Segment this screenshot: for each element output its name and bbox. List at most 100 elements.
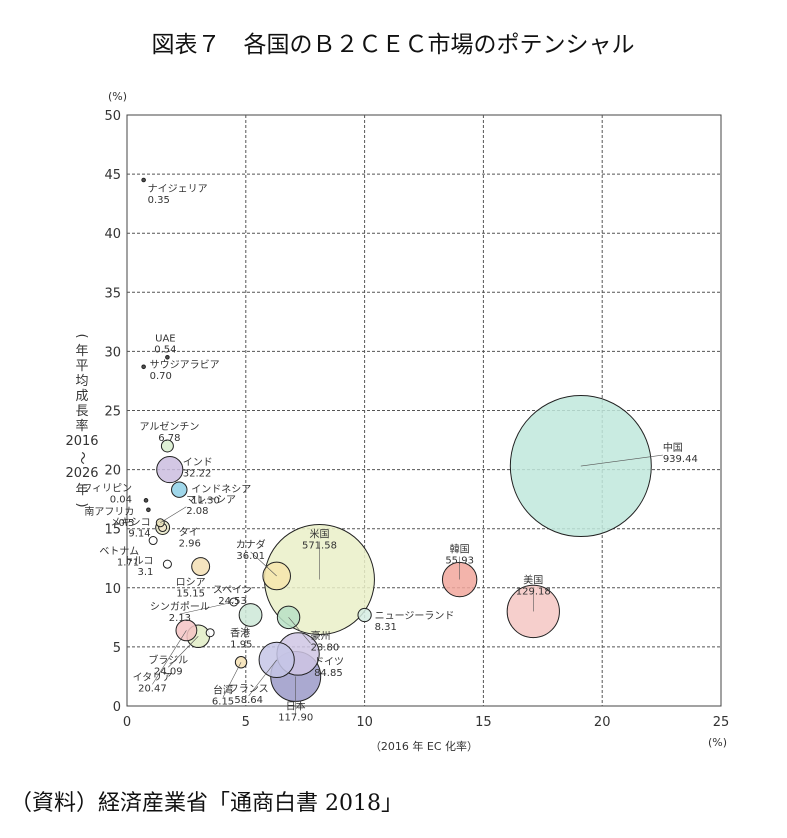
x-tick-label-25: 25 <box>713 715 730 730</box>
bubble-24 <box>162 559 172 569</box>
leader-line-29 <box>222 662 242 698</box>
x-axis-label: （2016 年 EC 化率） <box>370 739 478 753</box>
bubble-26 <box>146 507 151 513</box>
bubble-label-value-12: 20.47 <box>138 683 167 694</box>
y-axis-label-char-2: 平 <box>75 359 88 374</box>
bubble-23 <box>148 536 158 546</box>
bubble-label-name-14: インドネシア <box>191 484 251 496</box>
x-tick-label-15: 15 <box>475 715 492 730</box>
y-tick-labels: 0 5 10 15 20 25 30 35 40 45 50 <box>104 109 121 715</box>
bubble-label-value-6: 55.93 <box>445 556 474 567</box>
leader-lines <box>152 454 663 714</box>
x-tick-label-10: 10 <box>356 715 373 730</box>
bubble-label-value-2: 129.18 <box>516 586 551 597</box>
leader-line-27 <box>179 601 234 615</box>
bubble-label-value-19: 0.35 <box>148 195 170 206</box>
bubble-16 <box>357 607 372 623</box>
bubble-label-value-8: 32.22 <box>183 469 212 480</box>
bubble-label-value-28: 1.95 <box>230 640 252 651</box>
figure-title: 図表７ 各国のＢ２ＣＥＣ市場のポテンシャル <box>152 32 635 58</box>
y-axis-label-char-11: ) <box>74 502 89 507</box>
y-axis-label-char-6: 率 <box>75 418 88 434</box>
bubble-label-value-1: 571.58 <box>302 541 337 552</box>
x-tick-label-20: 20 <box>594 715 611 730</box>
bubble-label-value-11: 23.80 <box>311 642 340 653</box>
bubble-label-value-15: 9.14 <box>128 529 150 540</box>
bubble-label-name-20: アルゼンチン <box>139 421 199 433</box>
bubble-label-value-5: 58.64 <box>234 695 263 706</box>
bubble-label-name-7: カナダ <box>236 538 266 551</box>
y-axis-label-char-10: 年 <box>75 483 88 498</box>
y-tick-label-0: 0 <box>113 700 121 715</box>
bubble-label-name-2: 美国 <box>523 573 543 586</box>
bubble-label-name-10: ブラジル <box>148 653 188 666</box>
leader-line-12 <box>152 630 187 685</box>
y-tick-label-30: 30 <box>104 345 121 360</box>
bubble-label-name-3: 日本 <box>286 699 306 712</box>
x-unit-label: (%) <box>708 736 727 749</box>
y-tick-label-25: 25 <box>104 405 121 420</box>
y-axis-label-char-1: 年 <box>75 344 88 359</box>
bubble-label-value-14: 11.30 <box>191 496 220 507</box>
bubble-label-value-16: 8.31 <box>375 622 397 633</box>
bubble-label-name-9: スペイン <box>213 585 252 596</box>
y-axis-label-char-3: 均 <box>75 374 88 389</box>
bubble-14 <box>171 481 188 498</box>
bubble-label-name-8: インド <box>183 458 213 469</box>
bubble-label-name-16: ニュージーランド <box>375 610 455 622</box>
bubble-label-name-13: ロシア <box>176 578 206 589</box>
bubble-label-name-11: 豪州 <box>311 629 331 642</box>
y-axis-label-char-4: 成 <box>75 389 88 404</box>
y-axis-label-char-9: 2026 <box>65 466 98 481</box>
source-note: （資料）経済産業省「通商白書 2018」 <box>10 791 403 816</box>
bubble-label-value-9: 24.53 <box>218 596 247 607</box>
bubble-28 <box>205 628 215 638</box>
leader-line-21 <box>160 506 187 524</box>
leader-line-10 <box>168 636 199 668</box>
bubble-label-name-21: マレーシア <box>186 495 236 506</box>
bubble-13 <box>191 557 211 576</box>
bubble-label-value-23: 1.71 <box>117 558 139 569</box>
bubble-8 <box>156 456 184 484</box>
y-axis-label-char-5: 長 <box>75 404 88 419</box>
y-axis-label-char-7: 2016 <box>65 434 98 449</box>
leader-line-11 <box>288 617 311 644</box>
bubble-25 <box>143 498 149 503</box>
leader-line-7 <box>250 551 277 577</box>
y-tick-label-40: 40 <box>104 227 121 242</box>
bubble-20 <box>160 439 174 453</box>
bubble-label-name-18: サウジアラビア <box>150 359 220 371</box>
bubble-label-value-10: 24.09 <box>154 666 183 677</box>
y-axis-label-char-0: ( <box>74 333 89 338</box>
x-tick-labels: 0 5 10 15 20 25 <box>123 715 729 730</box>
bubble-label-name-28: 香港 <box>230 628 250 640</box>
bubble-label-value-27: 2.13 <box>169 613 191 624</box>
y-axis-label-char-8: 〜 <box>74 451 89 464</box>
bubble-label-name-24: トルコ <box>124 556 154 567</box>
bubble-label-value-4: 84.85 <box>314 668 343 679</box>
y-tick-label-15: 15 <box>104 523 121 538</box>
bubble-label-name-29: 台湾 <box>213 683 233 696</box>
bubble-label-name-5: フランス <box>229 683 269 695</box>
leader-line-5 <box>248 659 277 697</box>
bubble-label-name-22: タイ <box>179 527 199 539</box>
y-tick-label-50: 50 <box>104 109 121 124</box>
bubble-label-value-29: 6.15 <box>212 696 234 707</box>
bubble-label-name-17: UAE <box>155 333 175 344</box>
bubble-label-value-26: 0.5 <box>118 518 134 529</box>
bubble-label-value-22: 2.96 <box>179 539 201 550</box>
bubble-label-value-17: 0.54 <box>154 344 176 355</box>
bubble-19 <box>141 177 146 183</box>
bubble-label-value-24: 3.1 <box>137 567 153 578</box>
bubble-label-name-19: ナイジェリア <box>148 183 208 195</box>
y-unit-label: (%) <box>108 90 127 103</box>
bubble-label-value-20: 6.78 <box>158 433 180 444</box>
bubble-18 <box>141 364 146 370</box>
bubble-label-name-25: フィリピン <box>82 482 132 494</box>
leader-line-0 <box>580 454 663 467</box>
bubble-label-name-12: イタリア <box>133 671 173 683</box>
x-tick-label-5: 5 <box>242 715 250 730</box>
